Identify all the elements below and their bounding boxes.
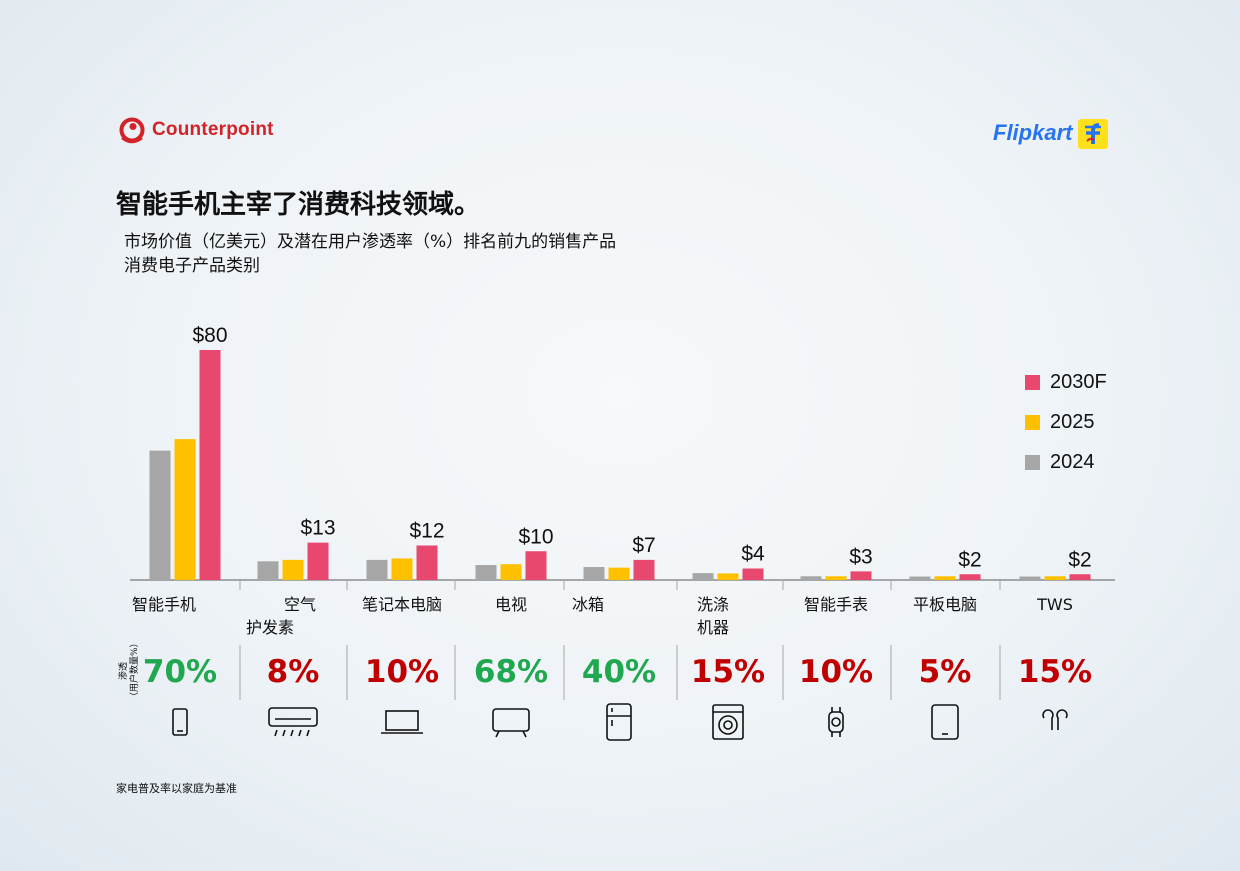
- legend-swatch: [1025, 414, 1040, 430]
- bar-2025-0: [174, 439, 196, 580]
- laptop-icon: [381, 710, 423, 734]
- legend-label: 2030F: [1050, 370, 1107, 393]
- category-label-2: 笔记本电脑: [362, 595, 442, 614]
- bar-2024-2: [366, 559, 388, 580]
- legend-swatch: [1025, 454, 1040, 470]
- category-label-0: 智能手机: [132, 595, 196, 614]
- legend-swatch: [1025, 374, 1040, 390]
- tablet-icon: [931, 704, 959, 740]
- bar-2024-5: [692, 573, 714, 580]
- bar-2030f-3: [525, 551, 547, 580]
- category-label-1: 空气: [284, 595, 316, 614]
- bar-2024-8: [1019, 576, 1041, 580]
- penetration-value-2: 10%: [365, 654, 439, 690]
- category-label-6: 智能手表: [804, 595, 868, 614]
- bar-2024-3: [475, 565, 497, 580]
- bar-2030f-2: [416, 545, 438, 580]
- bar-2025-4: [608, 567, 630, 580]
- smartphone-icon: [172, 708, 188, 736]
- bar-2030f-8: [1069, 574, 1091, 580]
- data-label-2: $12: [409, 520, 444, 543]
- bar-2024-7: [909, 576, 931, 580]
- legend-item-2030f: 2030F: [1025, 362, 1107, 402]
- bar-2030f-6: [850, 571, 872, 580]
- penetration-value-7: 5%: [919, 654, 972, 690]
- data-label-3: $10: [518, 525, 553, 548]
- refrigerator-icon: [606, 703, 632, 741]
- legend-item-2025: 2025: [1025, 402, 1107, 442]
- bar-2025-1: [282, 559, 304, 580]
- washing-machine-icon: [712, 704, 744, 740]
- bar-2030f-1: [307, 542, 329, 580]
- penetration-axis-label: 渗透 （用户数量%）: [119, 638, 141, 701]
- bar-2024-0: [149, 450, 171, 580]
- category-label-1: 护发素: [246, 618, 294, 637]
- bar-2024-4: [583, 567, 605, 580]
- penetration-value-6: 10%: [799, 654, 873, 690]
- penetration-value-1: 8%: [267, 654, 320, 690]
- chart-subtitle: 市场价值（亿美元）及潜在用户渗透率（%）排名前九的销售产品 消费电子产品类别: [124, 230, 616, 278]
- smartwatch-icon: [828, 707, 844, 737]
- bar-2025-5: [717, 573, 739, 580]
- penetration-axis-label-line: （用户数量%）: [130, 638, 140, 701]
- bar-2024-6: [800, 576, 822, 580]
- legend-item-2024: 2024: [1025, 442, 1107, 482]
- penetration-axis-label-line: 渗透: [119, 662, 129, 681]
- data-label-1: $13: [300, 517, 335, 540]
- flipkart-logo-text: Flipkart: [993, 120, 1073, 145]
- data-label-4: $7: [632, 534, 655, 557]
- counterpoint-logo-text: Counterpoint: [152, 119, 274, 140]
- bar-2025-3: [500, 564, 522, 580]
- tv-icon: [492, 708, 530, 738]
- bar-2030f-7: [959, 574, 981, 580]
- bar-2025-2: [391, 558, 413, 580]
- footnote: 家电普及率以家庭为基准: [116, 782, 237, 795]
- bar-2024-1: [257, 561, 279, 580]
- penetration-value-5: 15%: [691, 654, 765, 690]
- page-title: 智能手机主宰了消费科技领域。: [116, 190, 481, 220]
- bar-2030f-5: [742, 568, 764, 580]
- earbuds-icon: [1042, 709, 1068, 730]
- penetration-value-4: 40%: [582, 654, 656, 690]
- category-label-7: 平板电脑: [913, 595, 977, 614]
- penetration-value-8: 15%: [1018, 654, 1092, 690]
- data-label-0: $80: [192, 324, 227, 347]
- legend-label: 2024: [1050, 450, 1095, 473]
- legend-label: 2025: [1050, 410, 1095, 433]
- flipkart-logo: Flipkart: [993, 116, 1110, 150]
- subtitle-line-2: 消费电子产品类别: [124, 256, 260, 276]
- penetration-value-0: 70%: [143, 654, 217, 690]
- penetration-value-3: 68%: [474, 654, 548, 690]
- data-label-6: $3: [849, 545, 872, 568]
- bar-2025-7: [934, 576, 956, 580]
- bar-2025-8: [1044, 576, 1066, 580]
- flipkart-logo-icon: [1078, 119, 1109, 149]
- chart-legend: 2030F 2025 2024: [1025, 362, 1107, 482]
- category-label-8: TWS: [1036, 595, 1073, 614]
- air-conditioner-icon: [268, 707, 318, 737]
- subtitle-line-1: 市场价值（亿美元）及潜在用户渗透率（%）排名前九的销售产品: [124, 232, 617, 252]
- category-label-5: 洗涤: [697, 595, 729, 614]
- data-label-8: $2: [1068, 548, 1091, 571]
- bar-2025-6: [825, 576, 847, 580]
- category-label-5: 机器: [697, 618, 729, 637]
- bar-2030f-0: [199, 350, 221, 580]
- data-label-5: $4: [741, 543, 765, 566]
- counterpoint-logo: Counterpoint: [118, 116, 274, 144]
- category-label-3: 电视: [495, 595, 527, 614]
- data-label-7: $2: [958, 548, 981, 571]
- bar-2030f-4: [633, 559, 655, 580]
- category-label-4: 冰箱: [572, 595, 604, 614]
- counterpoint-logo-icon: [119, 117, 145, 144]
